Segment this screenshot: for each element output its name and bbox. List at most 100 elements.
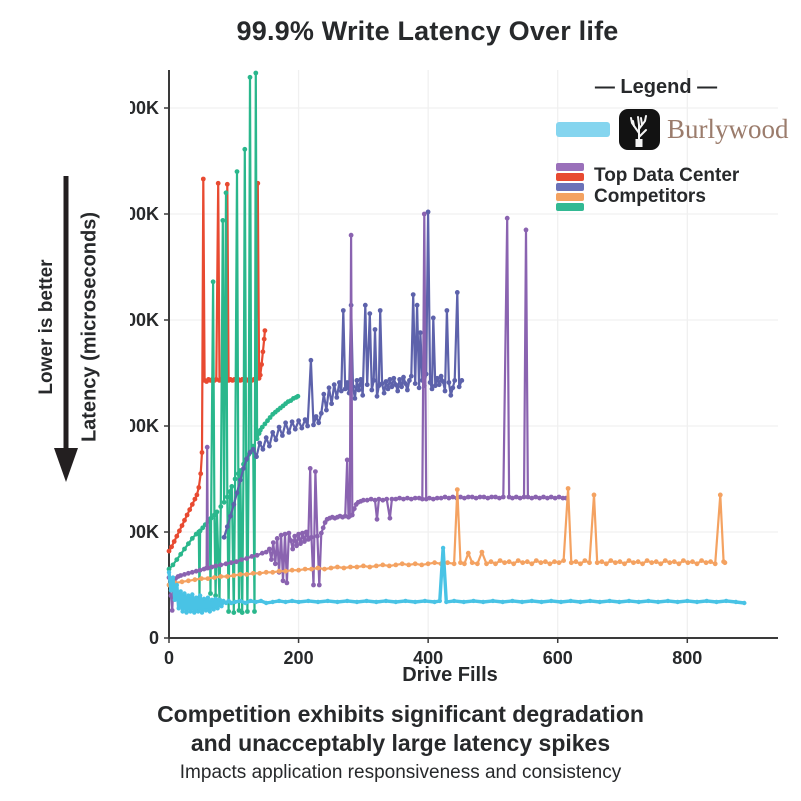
data-point — [387, 377, 393, 382]
data-point — [489, 494, 494, 500]
data-point — [451, 561, 457, 567]
x-tick-label: 400 — [413, 648, 443, 668]
data-point — [361, 563, 366, 569]
down-arrow-icon — [52, 176, 80, 482]
data-point — [265, 418, 270, 424]
data-point — [374, 393, 380, 399]
data-point — [408, 496, 414, 502]
data-point — [529, 561, 535, 567]
caption: Competition exhibits significant degrada… — [157, 701, 644, 756]
data-point — [166, 548, 172, 554]
data-point — [636, 599, 641, 605]
data-point — [316, 582, 322, 588]
data-point — [210, 279, 216, 285]
data-point — [308, 357, 314, 363]
data-point — [335, 564, 340, 570]
data-point — [200, 525, 206, 531]
data-point — [166, 570, 172, 575]
data-point — [708, 559, 713, 565]
data-point — [381, 390, 387, 396]
data-point — [510, 495, 515, 501]
data-point — [372, 327, 378, 332]
data-point — [290, 546, 296, 552]
y-tick-label: 400K — [130, 204, 159, 224]
data-point — [223, 190, 229, 196]
data-point — [626, 598, 632, 604]
data-point — [733, 599, 739, 605]
data-point — [241, 466, 246, 471]
data-point — [224, 524, 230, 530]
data-point — [475, 561, 480, 567]
data-point — [597, 599, 602, 605]
data-point — [393, 599, 398, 605]
data-point — [257, 570, 263, 576]
data-point — [607, 598, 612, 604]
data-point — [318, 410, 324, 416]
data-point — [258, 598, 264, 604]
data-point — [519, 599, 525, 605]
data-point — [184, 512, 190, 518]
series-line-competitor-orange — [168, 487, 726, 587]
data-point — [434, 375, 440, 381]
data-point — [199, 576, 204, 581]
data-point — [315, 599, 321, 605]
data-point — [196, 609, 201, 614]
data-point — [425, 209, 431, 215]
data-point — [722, 560, 728, 566]
data-point — [168, 593, 174, 598]
data-point — [351, 506, 357, 512]
data-point — [238, 598, 243, 604]
data-point — [685, 598, 690, 604]
data-point — [529, 495, 535, 501]
data-point — [479, 549, 485, 555]
data-point — [393, 562, 399, 568]
data-point — [189, 569, 195, 575]
data-point — [247, 450, 253, 455]
data-point — [547, 561, 553, 567]
data-point — [220, 218, 226, 223]
data-point — [653, 559, 659, 565]
data-point — [244, 572, 250, 577]
data-point — [631, 560, 636, 566]
competitor-swatches — [556, 162, 584, 212]
data-point — [232, 599, 238, 605]
data-point — [228, 513, 233, 519]
data-point — [313, 414, 319, 419]
data-point — [252, 609, 257, 614]
data-point — [427, 380, 433, 385]
data-point — [385, 386, 391, 392]
data-point — [380, 497, 386, 503]
data-point — [456, 384, 462, 390]
data-point — [405, 387, 410, 393]
data-point — [329, 401, 334, 407]
data-point — [525, 494, 531, 500]
x-tick-label: 800 — [672, 648, 702, 668]
y-tick-label: 0 — [149, 628, 159, 648]
data-point — [345, 598, 350, 604]
data-point — [288, 538, 294, 543]
data-point — [194, 492, 200, 498]
data-point — [403, 598, 408, 604]
data-point — [416, 385, 422, 391]
burlywood-tree-logo-icon — [619, 109, 660, 150]
data-point — [253, 70, 259, 76]
data-point — [438, 495, 444, 501]
data-point — [263, 435, 269, 441]
data-point — [174, 582, 179, 588]
data-point — [182, 546, 187, 552]
data-point — [197, 593, 203, 598]
data-point — [395, 388, 401, 394]
data-point — [644, 558, 650, 563]
data-point — [318, 530, 324, 536]
data-point — [372, 497, 378, 503]
data-point — [412, 495, 418, 501]
data-point — [289, 567, 295, 573]
data-point — [419, 496, 425, 502]
data-point — [257, 440, 263, 446]
data-point — [213, 593, 218, 598]
data-point — [182, 517, 187, 523]
data-point — [348, 564, 353, 570]
data-point — [174, 533, 180, 539]
data-point — [380, 562, 386, 568]
data-point — [497, 495, 502, 501]
